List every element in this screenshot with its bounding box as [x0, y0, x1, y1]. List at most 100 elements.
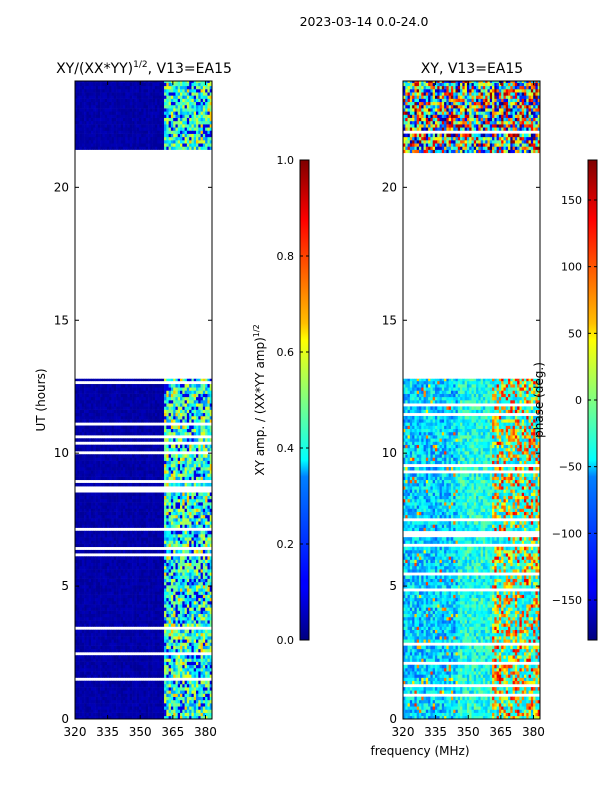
heatmap-cell [173, 585, 176, 589]
heatmap-cell [120, 438, 124, 442]
heatmap-cell [189, 699, 192, 704]
heatmap-cell [106, 572, 110, 576]
heatmap-cell [170, 632, 174, 637]
heatmap-cell [84, 709, 87, 713]
heatmap-cell [95, 620, 99, 624]
heatmap-cell [164, 524, 167, 528]
heatmap-cell [193, 454, 197, 458]
heatmap-cell [100, 591, 103, 595]
heatmap-cell [136, 585, 140, 589]
heatmap-cell [164, 444, 167, 449]
heatmap-cell [180, 521, 183, 525]
heatmap-cell [120, 680, 124, 685]
heatmap-cell [93, 514, 96, 519]
heatmap-cell [166, 473, 169, 477]
heatmap-cell [207, 454, 211, 458]
heatmap-cell [186, 588, 190, 592]
heatmap-cell [88, 412, 92, 417]
heatmap-cell [202, 521, 206, 525]
heatmap-cell [122, 693, 126, 697]
heatmap-cell [202, 693, 206, 697]
heatmap-cell [122, 549, 126, 554]
heatmap-cell [118, 613, 121, 618]
heatmap-cell [138, 629, 142, 634]
heatmap-cell [138, 524, 142, 528]
heatmap-cell [193, 683, 197, 688]
heatmap-cell [86, 715, 89, 719]
heatmap-cell [143, 703, 147, 707]
heatmap-cell [141, 482, 144, 487]
heatmap-cell [148, 415, 151, 420]
heatmap-cell [95, 460, 99, 465]
heatmap-cell [180, 575, 183, 579]
heatmap-cell [132, 636, 135, 640]
heatmap-cell [164, 620, 167, 624]
heatmap-cell [118, 639, 121, 643]
heatmap-cell [102, 645, 105, 650]
heatmap-cell [79, 594, 83, 599]
heatmap-cell [173, 492, 176, 496]
heatmap-cell [75, 543, 78, 548]
heatmap-cell [120, 502, 124, 506]
heatmap-cell [100, 505, 103, 509]
heatmap-cell [111, 431, 115, 436]
heatmap-cell [122, 597, 126, 602]
heatmap-cell [170, 444, 174, 449]
heatmap-cell [157, 444, 160, 449]
heatmap-cell [196, 415, 199, 420]
heatmap-cell [193, 431, 197, 436]
heatmap-cell [159, 498, 163, 503]
heatmap-cell [166, 709, 169, 713]
heatmap-cell [209, 674, 212, 678]
heatmap-cell [97, 578, 101, 583]
heatmap-cell [79, 431, 83, 436]
heatmap-cell [109, 543, 112, 548]
heatmap-cell [113, 629, 117, 634]
heatmap-cell [116, 549, 119, 554]
heatmap-cell [88, 473, 92, 477]
heatmap-cell [152, 540, 156, 544]
heatmap-cell [141, 581, 144, 586]
heatmap-cell [205, 444, 208, 449]
heatmap-cell [88, 600, 92, 605]
heatmap-cell [191, 537, 195, 541]
heatmap-cell [136, 454, 140, 458]
heatmap-cell [177, 585, 181, 589]
heatmap-cell [148, 616, 151, 621]
heatmap-cell [109, 460, 112, 465]
heatmap-cell [205, 540, 208, 544]
heatmap-cell [159, 454, 163, 458]
heatmap-cell [109, 667, 112, 672]
heatmap-cell [205, 645, 208, 650]
heatmap-cell [148, 521, 151, 525]
heatmap-cell [106, 703, 110, 707]
heatmap-cell [100, 585, 103, 589]
heatmap-cell [95, 556, 99, 560]
heatmap-cell [198, 569, 201, 573]
heatmap-cell [196, 447, 199, 452]
heatmap-cell [182, 690, 185, 694]
heatmap-cell [93, 540, 96, 544]
heatmap-cell [161, 533, 165, 538]
heatmap-cell [145, 511, 149, 516]
heatmap-cell [173, 667, 176, 672]
heatmap-cell [154, 575, 158, 579]
heatmap-cell [205, 703, 208, 707]
heatmap-cell [145, 505, 149, 509]
heatmap-cell [122, 498, 126, 503]
heatmap-cell [77, 463, 80, 468]
heatmap-cell [152, 658, 156, 662]
heatmap-cell [138, 687, 142, 691]
heatmap-cell [81, 706, 85, 710]
heatmap-cell [168, 655, 172, 659]
heatmap-cell [81, 543, 85, 548]
heatmap-cell [86, 687, 89, 691]
heatmap-cell [173, 419, 176, 423]
heatmap-cell [193, 597, 197, 602]
heatmap-cell [129, 632, 133, 637]
heatmap-cell [81, 658, 85, 662]
heatmap-cell [168, 696, 172, 701]
heatmap-cell [84, 572, 87, 576]
heatmap-cell [143, 620, 147, 624]
heatmap-cell [191, 492, 195, 496]
